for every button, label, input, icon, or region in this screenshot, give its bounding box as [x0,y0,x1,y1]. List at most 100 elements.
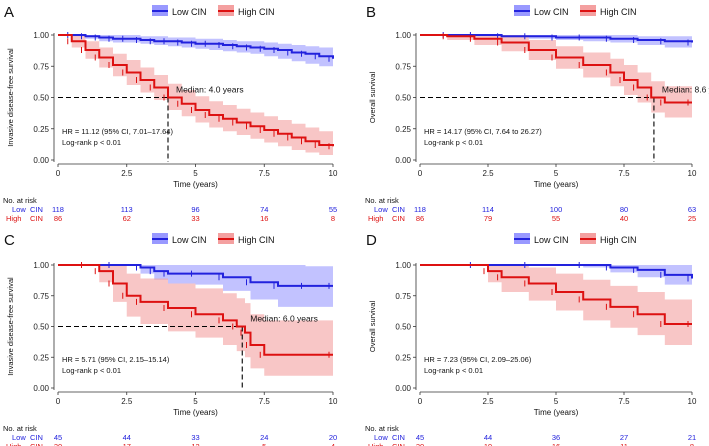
panel-b: B Low CIN High CIN Median: 8.6 years HR = 14… [365,4,709,223]
y-axis-label: Invasive disease-free survival [6,48,15,147]
risk-count-high: 20 [54,442,62,446]
risk-header: No. at risk [365,424,399,433]
y-tick-label: 0.25 [33,125,49,134]
risk-count-low: 96 [191,205,199,214]
risk-count-low: 27 [620,433,628,442]
risk-cin-low: CIN [392,433,405,442]
x-tick-label: 2.5 [482,397,494,406]
y-tick-label: 0.50 [33,323,49,332]
median-label: Median: 6.0 years [250,314,318,324]
risk-count-high: 11 [620,442,628,446]
y-tick-label: 0.75 [33,292,49,301]
y-tick-label: 0.00 [33,156,49,165]
risk-count-low: 45 [416,433,424,442]
x-tick-label: 7.5 [259,397,271,406]
km-curve-low [58,34,334,59]
x-tick-label: 2.5 [121,397,133,406]
risk-count-high: 19 [484,442,492,446]
legend-label-high: High CIN [238,7,275,17]
risk-count-low: 100 [550,205,563,214]
x-tick-label: 10 [688,169,697,178]
risk-count-high: 86 [54,214,62,223]
risk-header: No. at risk [3,196,37,205]
risk-cin-high: CIN [30,214,43,223]
x-tick-label: 0 [418,169,423,178]
risk-count-high: 17 [123,442,131,446]
x-tick-label: 5 [193,169,198,178]
risk-count-high: 79 [484,214,492,223]
risk-count-low: 74 [260,205,268,214]
risk-count-high: 40 [620,214,628,223]
y-tick-label: 0.50 [33,94,49,103]
y-tick-label: 1.00 [395,261,411,270]
risk-count-high: 55 [552,214,560,223]
y-tick-label: 1.00 [33,261,49,270]
risk-label-low: Low [374,205,388,214]
risk-cin-high: CIN [30,442,43,446]
legend-label-low: Low CIN [172,235,207,245]
risk-cin-high: CIN [392,442,405,446]
legend-label-low: Low CIN [534,7,569,17]
ci-band-high [420,265,692,348]
x-tick-label: 10 [329,169,338,178]
risk-label-low: Low [374,433,388,442]
risk-count-high: 12 [191,442,199,446]
risk-label-low: Low [12,433,26,442]
y-tick-label: 0.00 [33,384,49,393]
risk-count-low: 45 [54,433,62,442]
x-tick-label: 5 [554,169,559,178]
risk-cin-low: CIN [30,433,43,442]
y-tick-label: 0.50 [395,94,411,103]
risk-count-high: 86 [416,214,424,223]
median-label: Median: 8.6 years [662,85,709,95]
x-tick-label: 5 [554,397,559,406]
risk-count-low: 36 [552,433,560,442]
x-axis-label: Time (years) [173,180,218,189]
risk-count-low: 118 [414,205,426,214]
median-label: Median: 4.0 years [176,85,244,95]
y-tick-label: 1.00 [395,31,411,40]
x-tick-label: 10 [688,397,697,406]
risk-count-high: 25 [688,214,696,223]
x-tick-label: 0 [56,169,61,178]
km-curve-high [58,34,334,147]
panel-letter: B [366,4,376,21]
legend-label-high: High CIN [238,235,275,245]
stats-line: HR = 7.23 (95% CI, 2.09–25.06) [424,355,532,364]
y-tick-label: 0.50 [395,323,411,332]
risk-count-low: 63 [688,205,696,214]
panel-letter: C [4,232,15,249]
x-tick-label: 0 [418,397,423,406]
stats-line: Log-rank p < 0.01 [62,366,121,375]
y-axis-label: Overall survival [368,72,377,124]
stats-line: HR = 5.71 (95% CI, 2.15–15.14) [62,355,170,364]
risk-count-high: 4 [331,442,335,446]
km-curve-high [420,264,692,326]
stats-line: Log-rank p < 0.01 [62,138,121,147]
x-axis-label: Time (years) [534,408,579,417]
risk-count-low: 33 [191,433,199,442]
risk-count-high: 5 [262,442,266,446]
stats-line: Log-rank p < 0.01 [424,366,483,375]
panel-letter: A [4,4,14,21]
y-tick-label: 0.75 [395,62,411,71]
y-tick-label: 0.25 [33,353,49,362]
ci-band-low [58,265,333,307]
risk-label-high: High [6,442,21,446]
ci-band-high [420,35,692,118]
km-curve-low [420,34,693,43]
legend-label-low: Low CIN [534,235,569,245]
ci-band-low [420,265,692,290]
risk-count-high: 8 [331,214,335,223]
risk-label-high: High [6,214,21,223]
x-tick-label: 5 [193,397,198,406]
risk-count-low: 55 [329,205,337,214]
y-tick-label: 1.00 [33,31,49,40]
x-tick-label: 0 [56,397,61,406]
x-tick-label: 7.5 [618,169,630,178]
panel-a: A Low CIN High CIN Median: 4.0 years HR = 11… [3,4,338,223]
stats-line: Log-rank p < 0.01 [424,138,483,147]
stats-line: HR = 14.17 (95% CI, 7.64 to 26.27) [424,127,542,136]
risk-count-high: 8 [690,442,694,446]
